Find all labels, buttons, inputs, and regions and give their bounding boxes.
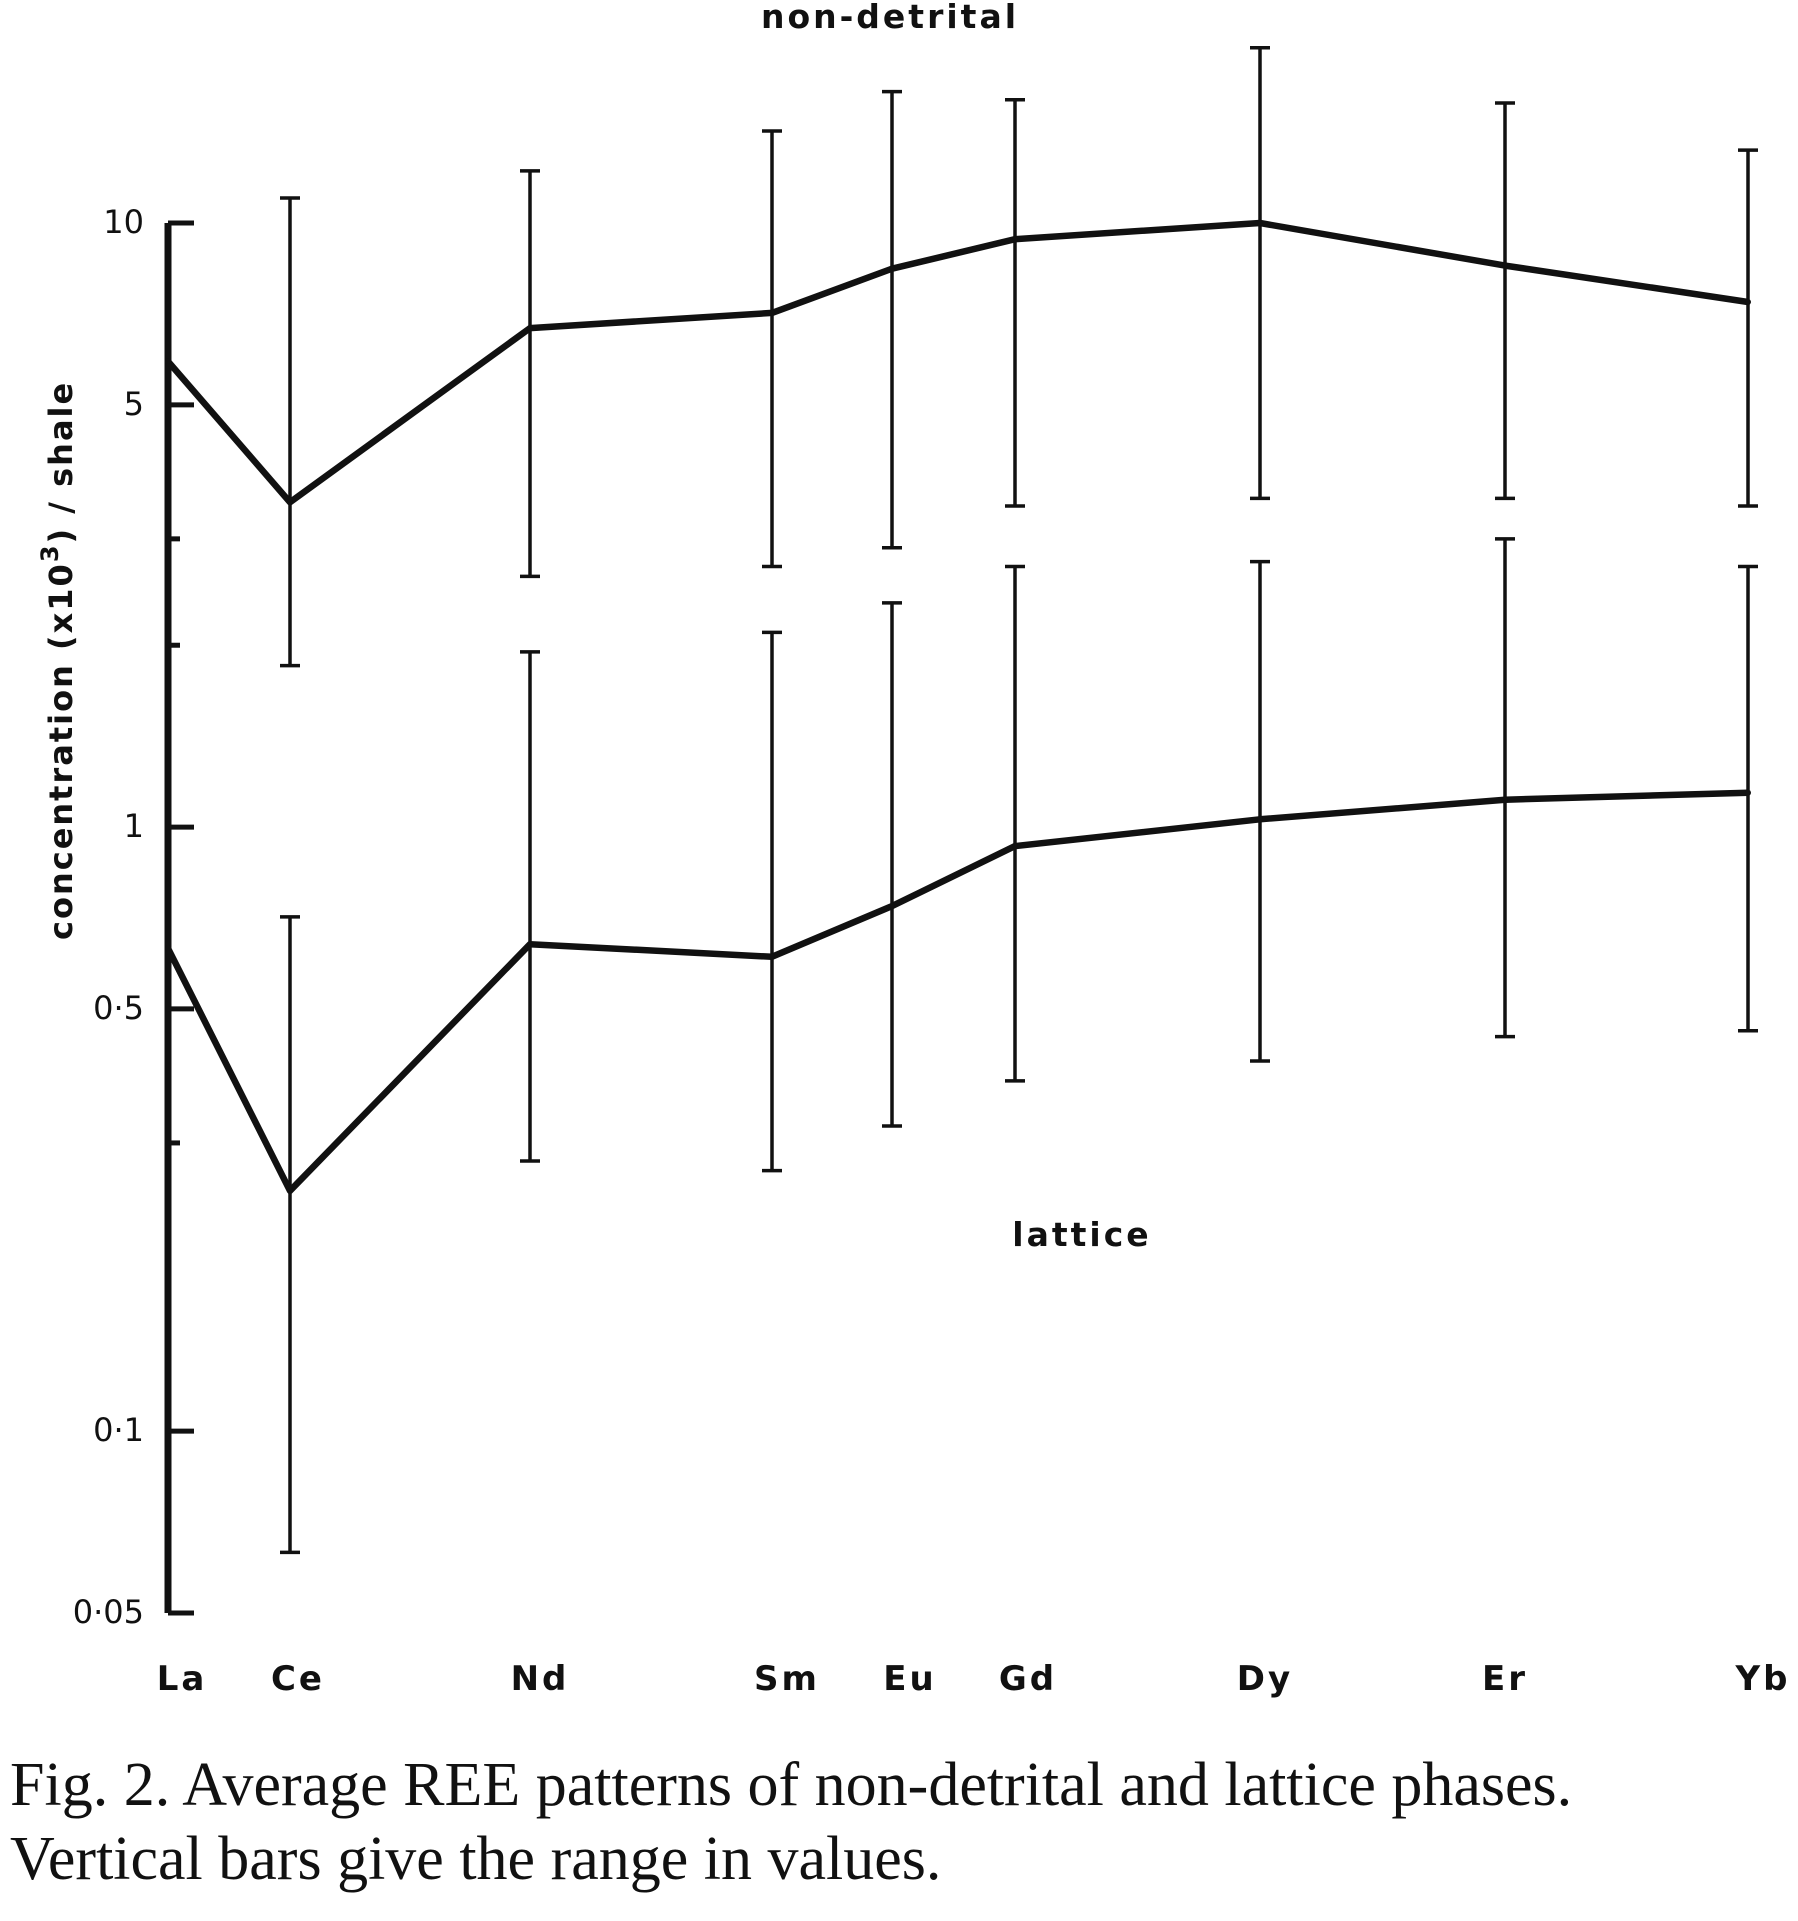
series-label-lattice: lattice (1012, 1215, 1151, 1254)
y-axis-title-sup: 3 (36, 543, 64, 562)
y-axis-title-main: concentration (x10 (42, 562, 80, 940)
figure-caption: Fig. 2. Average REE patterns of non-detr… (10, 1748, 1790, 1896)
y-axis-title-tail: ) / shale (42, 381, 80, 544)
y-tick-label-0: 10 (103, 203, 144, 241)
x-category-labels: La Ce Nd Sm Eu Gd Dy Er Yb (157, 1659, 1791, 1699)
point-non-detrital-Dy (1257, 220, 1263, 226)
x-label-Ce: Ce (271, 1659, 325, 1699)
series-label-non-detrital: non-detrital (761, 0, 1019, 36)
point-lattice-Ce (287, 1187, 293, 1194)
point-non-detrital-Eu (889, 265, 895, 272)
y-tick-label-5: 0·05 (73, 1593, 144, 1631)
x-label-Nd: Nd (511, 1659, 570, 1699)
series-lines (165, 219, 1751, 1195)
point-non-detrital-Nd (527, 325, 533, 332)
point-lattice-Eu (889, 903, 895, 910)
ree-chart: 10 5 1 0·5 0·1 0·05 concentration (x103) / sh… (36, 0, 1791, 1699)
y-axis (164, 220, 194, 1616)
x-label-Gd: Gd (999, 1659, 1057, 1699)
caption-line-1: Fig. 2. Average REE patterns of non-detr… (10, 1751, 1573, 1819)
point-lattice-Dy (1257, 816, 1263, 823)
series-line-non-detrital (165, 219, 1749, 506)
point-non-detrital-Gd (1012, 236, 1018, 243)
point-lattice-Er (1502, 796, 1508, 803)
x-label-Yb: Yb (1735, 1659, 1791, 1699)
x-label-La: La (157, 1659, 208, 1699)
point-lattice-Yb (1745, 789, 1751, 796)
point-lattice-Sm (769, 953, 775, 960)
x-label-Dy: Dy (1237, 1659, 1293, 1699)
point-non-detrital-La (165, 358, 171, 365)
x-label-Eu: Eu (883, 1659, 936, 1699)
x-label-Er: Er (1482, 1659, 1528, 1699)
y-tick-label-3: 0·5 (93, 989, 144, 1027)
point-non-detrital-Ce (287, 499, 293, 506)
y-tick-labels: 10 5 1 0·5 0·1 0·05 (73, 203, 144, 1631)
error-bars (280, 46, 1758, 1555)
x-label-Sm: Sm (754, 1659, 820, 1699)
series-line-lattice (165, 789, 1749, 1195)
y-tick-label-4: 0·1 (93, 1411, 144, 1449)
caption-line-2: Vertical bars give the range in values. (10, 1825, 942, 1893)
y-tick-label-1: 5 (124, 385, 144, 423)
y-axis-title: concentration (x103) / shale (36, 381, 80, 940)
point-lattice-Nd (527, 941, 533, 948)
y-tick-label-2: 1 (124, 807, 144, 845)
point-lattice-Gd (1012, 843, 1018, 850)
point-non-detrital-Yb (1745, 298, 1751, 305)
point-non-detrital-Sm (769, 309, 775, 316)
point-non-detrital-Er (1502, 262, 1508, 269)
point-lattice-La (165, 945, 171, 952)
